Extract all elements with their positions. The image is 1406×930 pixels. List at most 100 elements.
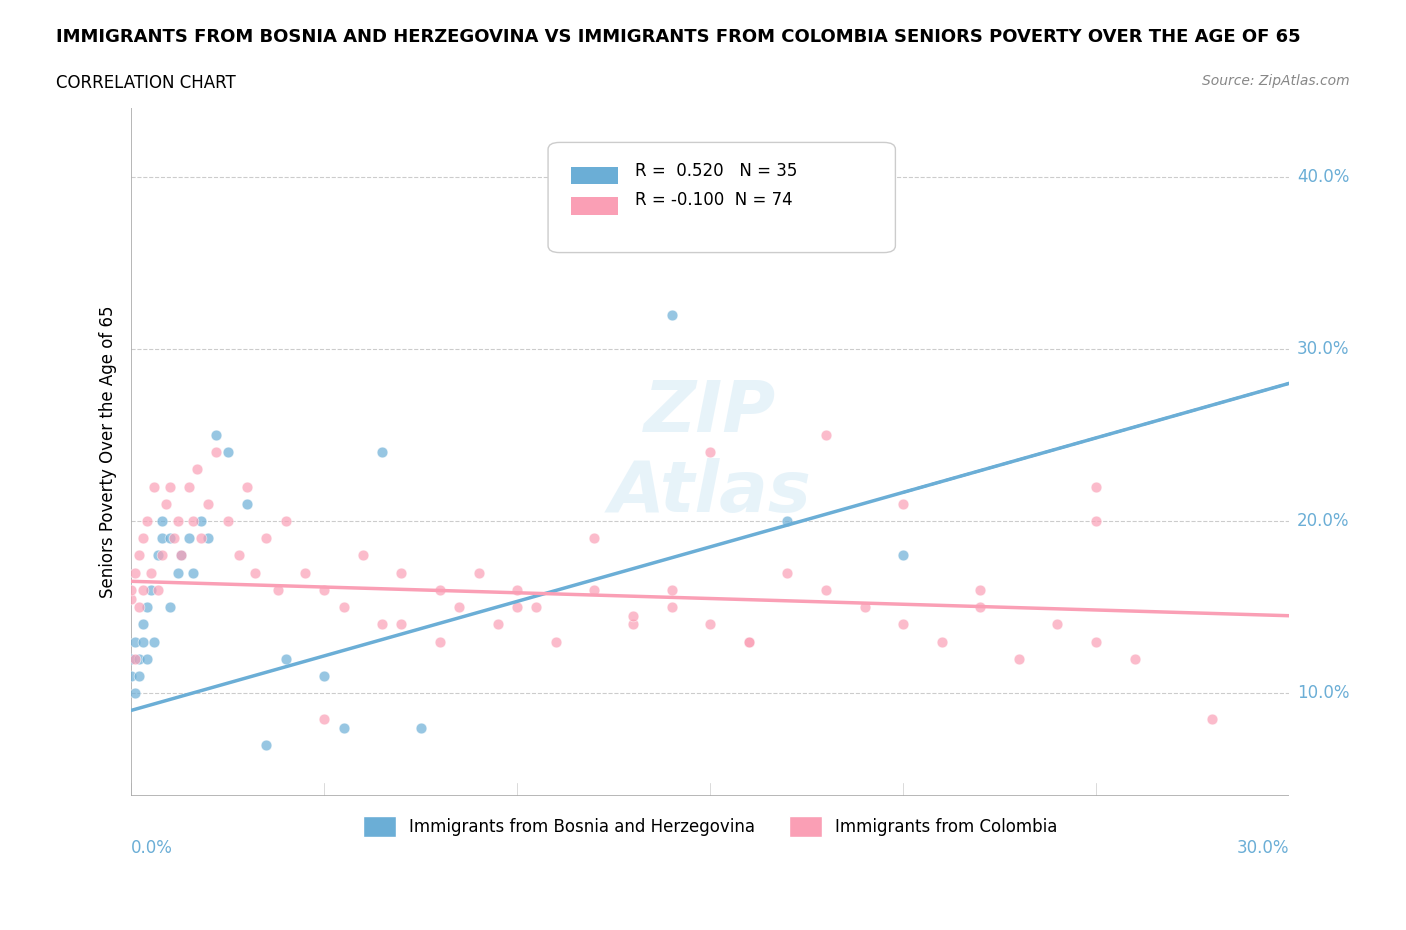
Point: [217, 513, 239, 528]
Point: [128, 669, 150, 684]
Point: [132, 582, 155, 597]
Point: [197, 497, 219, 512]
Point: [429, 582, 451, 597]
Point: [506, 600, 529, 615]
FancyBboxPatch shape: [548, 142, 896, 253]
Legend: Immigrants from Bosnia and Herzegovina, Immigrants from Colombia: Immigrants from Bosnia and Herzegovina, …: [356, 809, 1064, 844]
Text: Source: ZipAtlas.com: Source: ZipAtlas.com: [1202, 74, 1350, 88]
Point: [314, 711, 336, 726]
Point: [352, 548, 374, 563]
Point: [526, 600, 548, 615]
Text: 30.0%: 30.0%: [1236, 840, 1289, 857]
Point: [853, 600, 876, 615]
Point: [294, 565, 316, 580]
Point: [661, 582, 683, 597]
Point: [124, 634, 146, 649]
Point: [371, 445, 394, 459]
Point: [389, 617, 412, 631]
Point: [583, 582, 606, 597]
Point: [179, 531, 201, 546]
Point: [254, 531, 277, 546]
Point: [163, 531, 186, 546]
Point: [236, 497, 259, 512]
Point: [661, 600, 683, 615]
Point: [150, 548, 173, 563]
Point: [314, 669, 336, 684]
Point: [243, 565, 266, 580]
Point: [148, 548, 170, 563]
Point: [159, 531, 181, 546]
Point: [1008, 651, 1031, 666]
Point: [179, 479, 201, 494]
Text: 10.0%: 10.0%: [1296, 684, 1350, 702]
Text: IMMIGRANTS FROM BOSNIA AND HERZEGOVINA VS IMMIGRANTS FROM COLOMBIA SENIORS POVER: IMMIGRANTS FROM BOSNIA AND HERZEGOVINA V…: [56, 28, 1301, 46]
Point: [170, 548, 193, 563]
Point: [699, 617, 721, 631]
Point: [389, 565, 412, 580]
Point: [148, 582, 170, 597]
Point: [135, 513, 157, 528]
Point: [1085, 634, 1108, 649]
Point: [159, 479, 181, 494]
Point: [190, 531, 212, 546]
Point: [150, 513, 173, 528]
Point: [197, 531, 219, 546]
Point: [371, 617, 394, 631]
Point: [409, 720, 432, 735]
Point: [143, 479, 166, 494]
Text: R =  0.520   N = 35: R = 0.520 N = 35: [636, 163, 797, 180]
Point: [738, 634, 761, 649]
Point: [891, 497, 914, 512]
Point: [124, 651, 146, 666]
Point: [128, 548, 150, 563]
Text: 30.0%: 30.0%: [1296, 340, 1350, 358]
Point: [621, 608, 644, 623]
Point: [1046, 617, 1069, 631]
Bar: [571, 166, 617, 184]
Text: CORRELATION CHART: CORRELATION CHART: [56, 74, 236, 92]
Text: 0.0%: 0.0%: [131, 840, 173, 857]
Point: [181, 565, 204, 580]
Point: [124, 565, 146, 580]
Point: [181, 513, 204, 528]
Point: [931, 634, 953, 649]
Point: [467, 565, 489, 580]
Point: [139, 582, 162, 597]
Point: [135, 600, 157, 615]
Point: [120, 651, 142, 666]
Point: [1085, 479, 1108, 494]
Point: [228, 548, 250, 563]
Point: [429, 634, 451, 649]
Point: [254, 737, 277, 752]
Point: [332, 600, 354, 615]
Point: [506, 582, 529, 597]
Point: [132, 634, 155, 649]
Point: [274, 513, 297, 528]
Point: [166, 565, 188, 580]
Point: [120, 582, 142, 597]
Point: [143, 634, 166, 649]
Point: [314, 582, 336, 597]
Y-axis label: Seniors Poverty Over the Age of 65: Seniors Poverty Over the Age of 65: [100, 306, 117, 599]
Point: [891, 617, 914, 631]
Point: [274, 651, 297, 666]
Point: [776, 513, 799, 528]
Point: [969, 600, 991, 615]
Text: 40.0%: 40.0%: [1296, 167, 1350, 186]
Point: [124, 685, 146, 700]
Text: 20.0%: 20.0%: [1296, 512, 1350, 530]
Point: [186, 462, 208, 477]
Point: [661, 307, 683, 322]
Point: [699, 445, 721, 459]
Point: [891, 548, 914, 563]
Point: [1085, 513, 1108, 528]
Point: [135, 651, 157, 666]
Point: [814, 428, 837, 443]
Point: [217, 445, 239, 459]
Point: [236, 479, 259, 494]
Point: [1123, 651, 1146, 666]
Point: [205, 445, 228, 459]
Point: [1201, 711, 1223, 726]
Bar: [571, 197, 617, 215]
Point: [132, 531, 155, 546]
